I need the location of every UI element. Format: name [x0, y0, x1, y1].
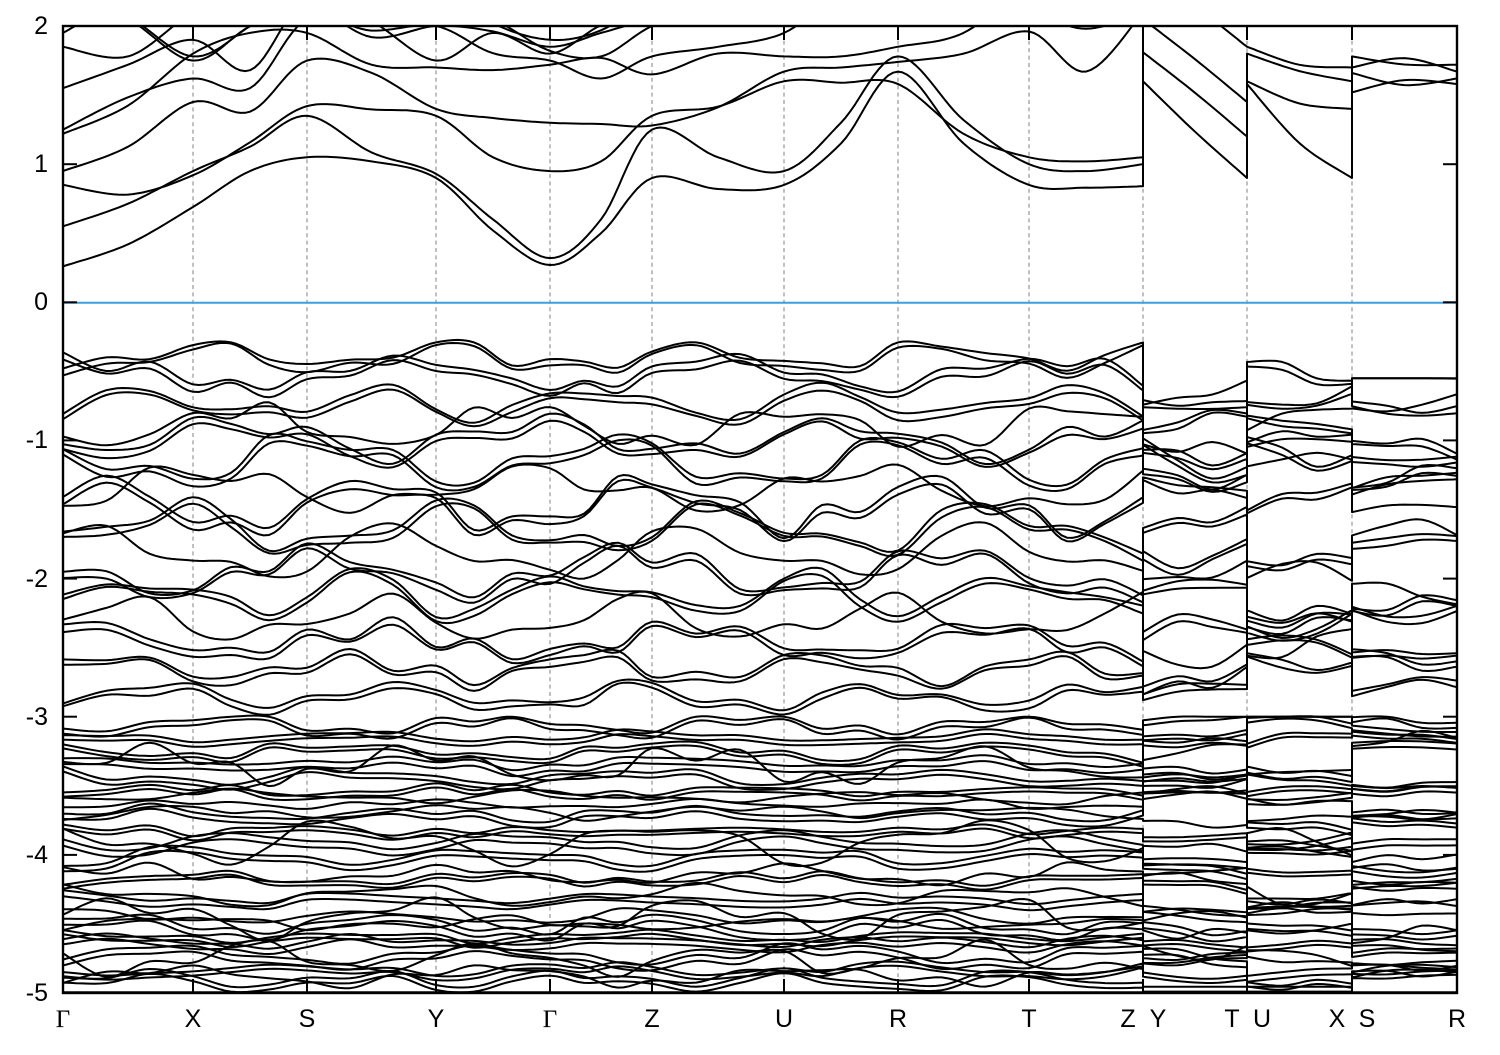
- svg-text:-2: -2: [26, 565, 48, 593]
- svg-text:X: X: [185, 1005, 202, 1033]
- svg-text:2: 2: [34, 12, 48, 40]
- svg-text:S: S: [299, 1005, 316, 1033]
- svg-text:Y: Y: [1150, 1005, 1167, 1033]
- svg-text:0: 0: [34, 288, 48, 316]
- svg-text:-1: -1: [26, 426, 48, 454]
- svg-text:R: R: [1448, 1005, 1466, 1033]
- svg-text:-4: -4: [26, 841, 48, 869]
- svg-text:U: U: [775, 1005, 793, 1033]
- svg-text:U: U: [1253, 1005, 1271, 1033]
- svg-text:X: X: [1329, 1005, 1346, 1033]
- svg-text:T: T: [1021, 1005, 1036, 1033]
- svg-text:R: R: [889, 1005, 907, 1033]
- svg-text:1: 1: [34, 150, 48, 178]
- svg-text:Y: Y: [428, 1005, 445, 1033]
- svg-text:-5: -5: [26, 979, 48, 1007]
- svg-text:T: T: [1224, 1005, 1239, 1033]
- svg-text:S: S: [1359, 1005, 1376, 1033]
- svg-text:Z: Z: [1120, 1005, 1135, 1033]
- svg-text:Z: Z: [644, 1005, 659, 1033]
- svg-text:-3: -3: [26, 703, 48, 731]
- svg-text:Γ: Γ: [56, 1006, 70, 1033]
- svg-text:Γ: Γ: [543, 1006, 557, 1033]
